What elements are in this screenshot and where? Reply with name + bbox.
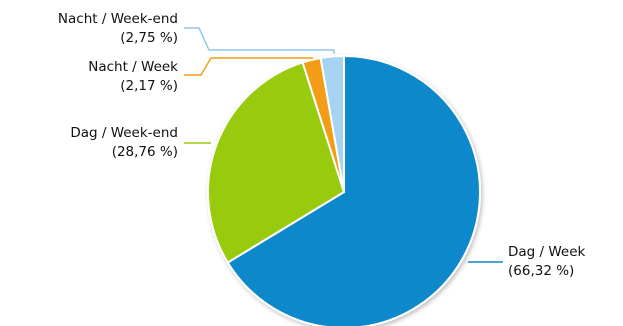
slice-percent: (2,75 %) <box>120 30 178 46</box>
slice-label: Nacht / Week-end <box>58 11 178 27</box>
slice-percent: (28,76 %) <box>112 144 178 160</box>
pie-slices <box>207 55 481 326</box>
slice-percent: (2,17 %) <box>120 78 178 94</box>
leader-line-nacht-week-end <box>184 27 335 54</box>
slice-percent: (66,32 %) <box>508 263 574 279</box>
slice-dag-week[interactable] <box>226 55 481 326</box>
leader-line-nacht-week <box>184 57 313 76</box>
label-nacht-week-end: Nacht / Week-end (2,75 %) <box>58 11 178 46</box>
slice-nacht-week-end[interactable] <box>319 55 345 193</box>
label-nacht-week: Nacht / Week (2,17 %) <box>88 59 178 94</box>
label-dag-week: Dag / Week (66,32 %) <box>508 244 586 279</box>
slice-label: Dag / Week <box>508 244 586 260</box>
slice-label: Nacht / Week <box>88 59 178 75</box>
slice-dag-week-end[interactable] <box>207 61 345 264</box>
label-dag-week-end: Dag / Week-end (28,76 %) <box>70 125 178 160</box>
leader-lines <box>184 27 503 263</box>
slice-label: Dag / Week-end <box>70 125 178 141</box>
